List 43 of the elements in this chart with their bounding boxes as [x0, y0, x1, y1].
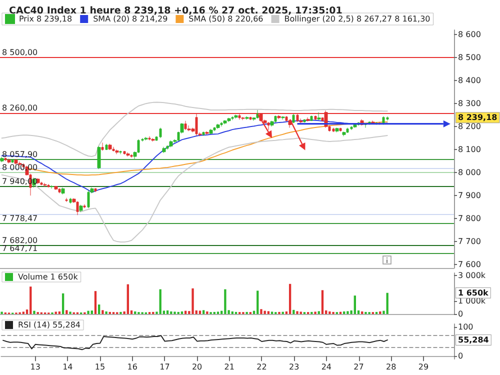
x-tick-label: 29 — [418, 362, 429, 372]
x-tick-label: 15 — [94, 362, 106, 372]
x-tick-label: 20 — [192, 362, 202, 372]
x-tick-label: 13 — [30, 362, 40, 372]
chart-title: CAC40 Index 1 heure 8 239,18 +0,16 % 27 oct. 2025, 17:35:01 — [9, 6, 342, 16]
text: 55,284 — [458, 335, 490, 344]
y-tick-label: 7 900 — [458, 191, 481, 200]
y-tick-label: 8 400 — [458, 76, 481, 86]
y-tick-label: 7 700 — [458, 237, 481, 246]
x-tick-label: 24 — [321, 362, 332, 372]
x-tick-label: 28 — [386, 362, 396, 372]
legend-label: SMA (20) 8 214,29 — [93, 14, 168, 24]
ref-line-label: 8 260,00 — [2, 103, 38, 112]
legend-label: SMA (50) 8 220,66 — [188, 14, 264, 24]
ref-line-label: 7 778,47 — [2, 214, 38, 224]
legend-label: Volume 1 650k — [18, 272, 78, 282]
text: 8 239,18 — [458, 113, 498, 122]
x-tick-label: 16 — [127, 362, 138, 372]
x-tick-label: 23 — [288, 362, 300, 372]
ref-line-label: 8 500,00 — [2, 48, 38, 58]
x-tick-label: 27 — [354, 362, 364, 372]
y-tick-label: 100 — [458, 322, 474, 332]
x-tick-label: 22 — [256, 362, 267, 372]
legend-label: RSI (14) 55,284 — [18, 320, 80, 330]
y-tick-label: 8 100 — [458, 145, 481, 154]
y-tick-label: 7 600 — [458, 260, 481, 270]
legend-label: Prix 8 239,18 — [19, 14, 72, 24]
legend-label: Bollinger (20 2,5) 8 267,27 8 161,30 — [284, 14, 430, 24]
y-tick-label: 3 000k — [458, 271, 486, 280]
y-tick-label: 7 800 — [458, 214, 481, 224]
y-tick-label: 0 — [458, 310, 464, 318]
x-tick-label: 14 — [62, 362, 73, 372]
ref-line-label: 7 682,00 — [2, 236, 38, 246]
x-tick-label: 17 — [160, 362, 170, 372]
text: 1 650k — [458, 288, 490, 298]
y-tick-label: 8 300 — [458, 99, 481, 108]
ref-line-label: 7 647,71 — [2, 244, 38, 254]
y-tick-label: 8 500 — [458, 53, 481, 62]
y-tick-label: 0 — [458, 352, 464, 361]
y-tick-label: 8 200 — [458, 122, 481, 132]
y-tick-label: 8 000 — [458, 168, 481, 178]
y-tick-label: 8 600 — [458, 30, 481, 40]
x-tick-label: 21 — [224, 362, 234, 372]
